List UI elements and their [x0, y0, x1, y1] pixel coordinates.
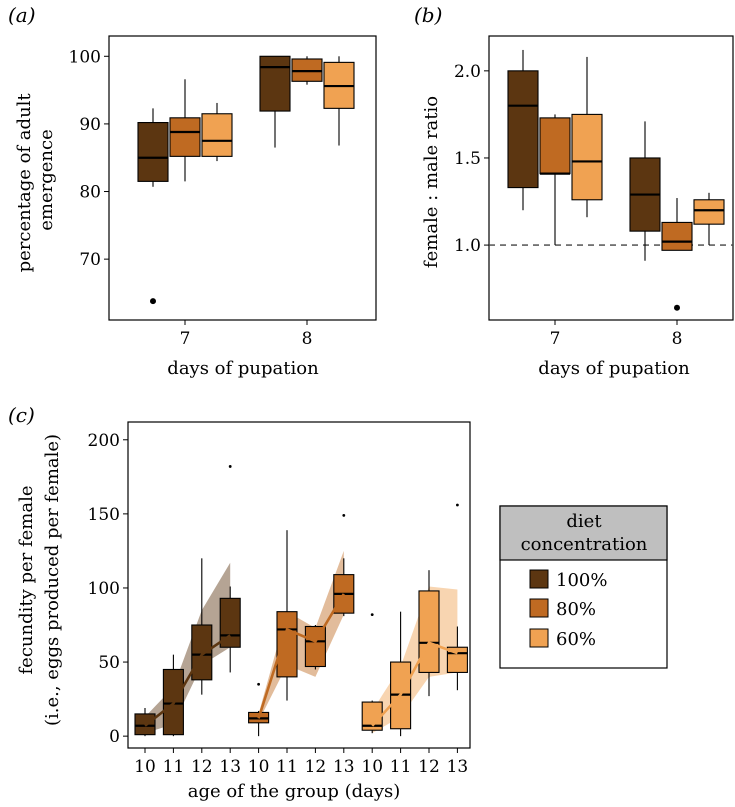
legend-swatch-100	[529, 569, 549, 589]
box-1-2-0-rect	[571, 113, 603, 201]
box-0-2-0	[201, 102, 233, 162]
box-2-2-2-rect	[418, 590, 440, 673]
xtick-label-2-0: 10	[134, 757, 156, 777]
panel-a-xlabel: days of pupation	[167, 358, 319, 379]
ribbon-0	[145, 562, 231, 734]
panel-a-ylabel-line1: percentage of adult	[14, 93, 35, 273]
median-line-2	[371, 641, 458, 727]
box-0-0-1-rect	[259, 55, 291, 112]
panel-b-plot: 1.0 1.5 2.0 7 8	[454, 35, 734, 349]
outlier-2-0-3-0	[228, 465, 232, 468]
xtick-label-0-0: 7	[180, 329, 191, 349]
legend-label-60: 60%	[556, 629, 596, 650]
xtick-label-2-9: 11	[390, 757, 412, 777]
box-0-0-0-rect	[137, 122, 169, 182]
panel-b-ylabel: female : male ratio	[421, 96, 442, 268]
xtick-label-0-1: 8	[302, 329, 313, 349]
ytick-label-2-0: 0	[109, 727, 120, 747]
ytick-label-0-1: 80	[79, 183, 101, 203]
panel-c-ylabel: fecundity per female	[16, 485, 37, 674]
panel-c-plot: 0 50 100 150 200 10 11 12 13 10 11 12 13 10 11 12 13	[88, 421, 471, 777]
xtick-label-2-10: 12	[418, 757, 440, 777]
xtick-label-2-3: 13	[219, 757, 241, 777]
legend-title-line1: diet	[566, 511, 602, 532]
box-2-1-1-rect	[276, 611, 298, 678]
legend-swatch-80	[529, 598, 549, 618]
xtick-label-2-5: 11	[276, 757, 298, 777]
median-line-1	[257, 593, 345, 719]
outlier-1-1-1-0	[674, 304, 680, 311]
xtick-label-2-1: 11	[163, 757, 185, 777]
panel-a-plot: 70 80 90 100 7 8	[69, 35, 377, 349]
xtick-label-2-11: 13	[447, 757, 469, 777]
box-2-2-2	[418, 570, 440, 697]
median-line-0	[144, 634, 231, 727]
ytick-label-1-0: 1.0	[454, 236, 481, 256]
box-1-2-1	[693, 192, 725, 246]
box-1-1-0	[539, 114, 571, 246]
box-2-1-2-rect	[304, 625, 326, 668]
box-1-1-1-rect	[661, 221, 693, 251]
outlier-0-0-0-0	[150, 298, 156, 305]
legend-swatch-60	[529, 628, 549, 648]
panel-a-ylabel: percentage of adult emergence	[14, 88, 57, 273]
box-2-0-2-rect	[191, 624, 213, 681]
ytick-label-0-0: 70	[79, 250, 101, 270]
box-1-0-0-rect	[507, 70, 539, 189]
box-0-2-0-rect	[201, 113, 233, 157]
outlier-2-1-0-0	[257, 682, 260, 686]
xtick-label-1-1: 8	[672, 329, 683, 349]
xtick-label-2-4: 10	[248, 757, 270, 777]
panel-c-letter: (c)	[8, 403, 35, 427]
legend-label-100: 100%	[556, 570, 607, 591]
ytick-label-2-3: 150	[88, 505, 120, 525]
ytick-label-1-2: 2.0	[454, 62, 481, 82]
legend-title-line2: concentration	[521, 534, 648, 555]
legend-title-bg	[499, 505, 668, 561]
xtick-label-1-0: 7	[550, 329, 561, 349]
box-1-0-0	[507, 49, 539, 211]
xtick-label-2-2: 12	[191, 757, 213, 777]
outlier-2-2-3-0	[456, 503, 459, 507]
box-0-1-0	[169, 79, 201, 182]
box-0-2-1	[323, 56, 355, 146]
xtick-label-2-8: 10	[361, 757, 383, 777]
ytick-label-2-1: 50	[98, 653, 120, 673]
box-1-2-0	[571, 56, 603, 218]
plot-area-2	[127, 421, 471, 749]
box-1-2-1-rect	[693, 199, 725, 225]
box-0-1-0-rect	[169, 117, 201, 157]
ytick-label-2-2: 100	[88, 579, 120, 599]
outlier-2-2-0-0	[370, 613, 374, 617]
box-1-1-0-rect	[539, 117, 571, 175]
box-1-1-1	[661, 198, 693, 251]
ytick-label-0-3: 100	[69, 47, 101, 67]
ytick-label-1-1: 1.5	[454, 149, 481, 169]
panel-b-xlabel: days of pupation	[538, 358, 690, 379]
panel-a-ylabel-line2: emergence	[36, 129, 57, 230]
ytick-label-2-4: 200	[88, 431, 120, 451]
legend-label-80: 80%	[556, 599, 596, 620]
box-0-0-0	[137, 108, 169, 187]
panel-c-ylabel2: (i.e., eggs produced per female)	[42, 434, 63, 726]
legend: diet concentration 100% 80% 60%	[499, 505, 668, 669]
panel-c-xlabel: age of the group (days)	[188, 781, 401, 802]
box-0-1-1	[291, 56, 323, 85]
panel-b-letter: (b)	[414, 3, 442, 27]
panel-a-letter: (a)	[8, 3, 36, 27]
xtick-label-2-6: 12	[305, 757, 327, 777]
box-2-1-1	[276, 530, 298, 701]
ytick-label-0-2: 90	[79, 115, 101, 135]
box-0-0-1	[259, 55, 291, 148]
outlier-2-1-3-0	[342, 513, 346, 517]
box-2-0-3	[219, 586, 241, 673]
xtick-label-2-7: 13	[333, 757, 355, 777]
box-1-0-1	[629, 121, 661, 261]
